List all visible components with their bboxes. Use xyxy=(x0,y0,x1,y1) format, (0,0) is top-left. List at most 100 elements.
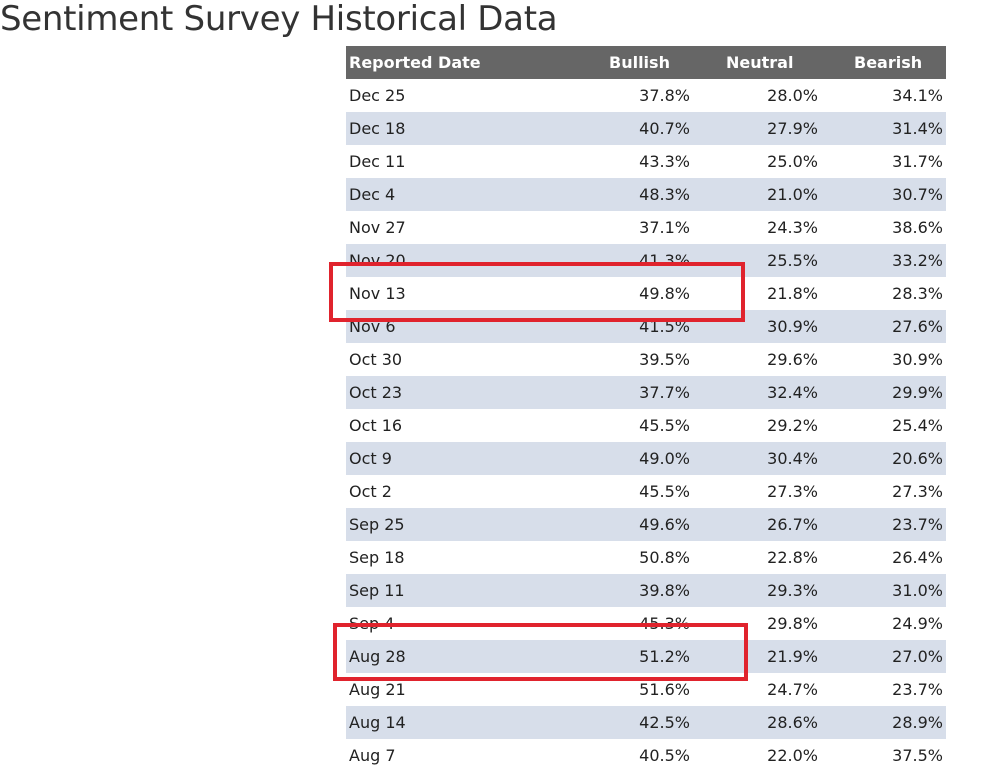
cell-date: Sep 25 xyxy=(346,508,593,541)
header-bearish: Bearish xyxy=(821,46,946,79)
cell-neutral: 25.0% xyxy=(767,152,818,171)
cell-bearish: 30.9% xyxy=(892,350,943,369)
cell-bearish: 24.9% xyxy=(892,614,943,633)
cell-neutral: 21.9% xyxy=(693,640,821,673)
cell-neutral: 21.8% xyxy=(767,284,818,303)
cell-bearish: 34.1% xyxy=(892,86,943,105)
cell-bearish: 27.0% xyxy=(821,640,946,673)
cell-bearish: 28.3% xyxy=(892,284,943,303)
cell-date: Nov 6 xyxy=(346,310,593,343)
cell-bearish: 38.6% xyxy=(892,218,943,237)
cell-neutral: 26.7% xyxy=(693,508,821,541)
header-bullish: Bullish xyxy=(593,46,693,79)
table-row: Nov 27 37.1% 24.3% 38.6% xyxy=(346,211,946,244)
cell-bearish: 33.2% xyxy=(821,244,946,277)
cell-bearish: 31.4% xyxy=(821,112,946,145)
cell-bearish: 37.5% xyxy=(892,746,943,765)
table-row: Oct 23 37.7% 32.4% 29.9% xyxy=(346,376,946,409)
cell-neutral: 27.3% xyxy=(767,482,818,501)
page-title: Sentiment Survey Historical Data xyxy=(0,0,558,39)
cell-bearish: 25.4% xyxy=(892,416,943,435)
cell-date: Oct 30 xyxy=(349,350,403,369)
table-row: Oct 16 45.5% 29.2% 25.4% xyxy=(346,409,946,442)
cell-bearish: 27.3% xyxy=(892,482,943,501)
cell-bullish: 39.5% xyxy=(639,350,690,369)
cell-bearish: 23.7% xyxy=(892,680,943,699)
cell-bullish: 45.5% xyxy=(639,416,690,435)
table-row: Sep 18 50.8% 22.8% 26.4% xyxy=(346,541,946,574)
cell-date: Oct 2 xyxy=(349,482,392,501)
cell-neutral: 29.6% xyxy=(767,350,818,369)
cell-bullish: 50.8% xyxy=(639,548,690,567)
cell-bullish: 41.5% xyxy=(593,310,693,343)
cell-date: Nov 20 xyxy=(346,244,593,277)
cell-bullish: 51.2% xyxy=(593,640,693,673)
cell-date: Oct 16 xyxy=(349,416,403,435)
table-row: Aug 28 51.2% 21.9% 27.0% xyxy=(346,640,946,673)
cell-neutral: 29.2% xyxy=(767,416,818,435)
cell-date: Sep 4 xyxy=(349,614,395,633)
cell-bullish: 51.6% xyxy=(639,680,690,699)
table-row: Nov 20 41.3% 25.5% 33.2% xyxy=(346,244,946,277)
cell-neutral: 28.6% xyxy=(693,706,821,739)
table-row: Aug 21 51.6% 24.7% 23.7% xyxy=(346,673,946,706)
table-row: Sep 4 45.3% 29.8% 24.9% xyxy=(346,607,946,640)
cell-date: Dec 11 xyxy=(349,152,406,171)
cell-bullish: 41.3% xyxy=(593,244,693,277)
cell-date: Aug 14 xyxy=(346,706,593,739)
cell-date: Dec 18 xyxy=(346,112,593,145)
cell-bearish: 28.9% xyxy=(821,706,946,739)
cell-date: Oct 9 xyxy=(346,442,593,475)
cell-neutral: 28.0% xyxy=(767,86,818,105)
cell-bearish: 29.9% xyxy=(821,376,946,409)
table-row: Sep 11 39.8% 29.3% 31.0% xyxy=(346,574,946,607)
table-row: Sep 25 49.6% 26.7% 23.7% xyxy=(346,508,946,541)
cell-bearish: 30.7% xyxy=(821,178,946,211)
header-neutral: Neutral xyxy=(693,46,821,79)
cell-bullish: 42.5% xyxy=(593,706,693,739)
cell-bullish: 37.1% xyxy=(639,218,690,237)
cell-bullish: 45.5% xyxy=(639,482,690,501)
cell-bullish: 37.7% xyxy=(593,376,693,409)
table-body: Dec 25 37.8% 28.0% 34.1% Dec 18 40.7% 27.9% 31.… xyxy=(346,79,946,772)
cell-bearish: 20.6% xyxy=(821,442,946,475)
cell-neutral: 27.9% xyxy=(693,112,821,145)
cell-neutral: 21.0% xyxy=(693,178,821,211)
cell-bearish: 23.7% xyxy=(821,508,946,541)
cell-neutral: 29.3% xyxy=(693,574,821,607)
cell-neutral: 30.4% xyxy=(693,442,821,475)
header-row: Reported Date Bullish Neutral Bearish xyxy=(346,46,946,79)
cell-date: Dec 4 xyxy=(346,178,593,211)
cell-date: Oct 23 xyxy=(346,376,593,409)
cell-neutral: 25.5% xyxy=(693,244,821,277)
cell-date: Dec 25 xyxy=(349,86,406,105)
cell-bullish: 40.7% xyxy=(593,112,693,145)
cell-date: Nov 13 xyxy=(349,284,406,303)
cell-bullish: 49.8% xyxy=(639,284,690,303)
table-row: Nov 6 41.5% 30.9% 27.6% xyxy=(346,310,946,343)
cell-bullish: 43.3% xyxy=(639,152,690,171)
cell-bearish: 31.0% xyxy=(821,574,946,607)
cell-bearish: 27.6% xyxy=(821,310,946,343)
cell-neutral: 24.7% xyxy=(767,680,818,699)
table-row: Nov 13 49.8% 21.8% 28.3% xyxy=(346,277,946,310)
cell-date: Sep 18 xyxy=(349,548,405,567)
cell-bullish: 37.8% xyxy=(639,86,690,105)
table-row: Oct 2 45.5% 27.3% 27.3% xyxy=(346,475,946,508)
table-row: Aug 14 42.5% 28.6% 28.9% xyxy=(346,706,946,739)
cell-bullish: 49.0% xyxy=(593,442,693,475)
cell-bullish: 48.3% xyxy=(593,178,693,211)
cell-bullish: 45.3% xyxy=(639,614,690,633)
sentiment-table: Reported Date Bullish Neutral Bearish De… xyxy=(346,46,946,772)
table-row: Aug 7 40.5% 22.0% 37.5% xyxy=(346,739,946,772)
table-row: Oct 30 39.5% 29.6% 30.9% xyxy=(346,343,946,376)
cell-bullish: 39.8% xyxy=(593,574,693,607)
cell-neutral: 29.8% xyxy=(767,614,818,633)
header-reported-date: Reported Date xyxy=(346,46,593,79)
cell-neutral: 22.0% xyxy=(767,746,818,765)
cell-date: Aug 21 xyxy=(349,680,406,699)
cell-neutral: 22.8% xyxy=(767,548,818,567)
table-row: Dec 18 40.7% 27.9% 31.4% xyxy=(346,112,946,145)
table-row: Dec 11 43.3% 25.0% 31.7% xyxy=(346,145,946,178)
cell-bearish: 26.4% xyxy=(892,548,943,567)
